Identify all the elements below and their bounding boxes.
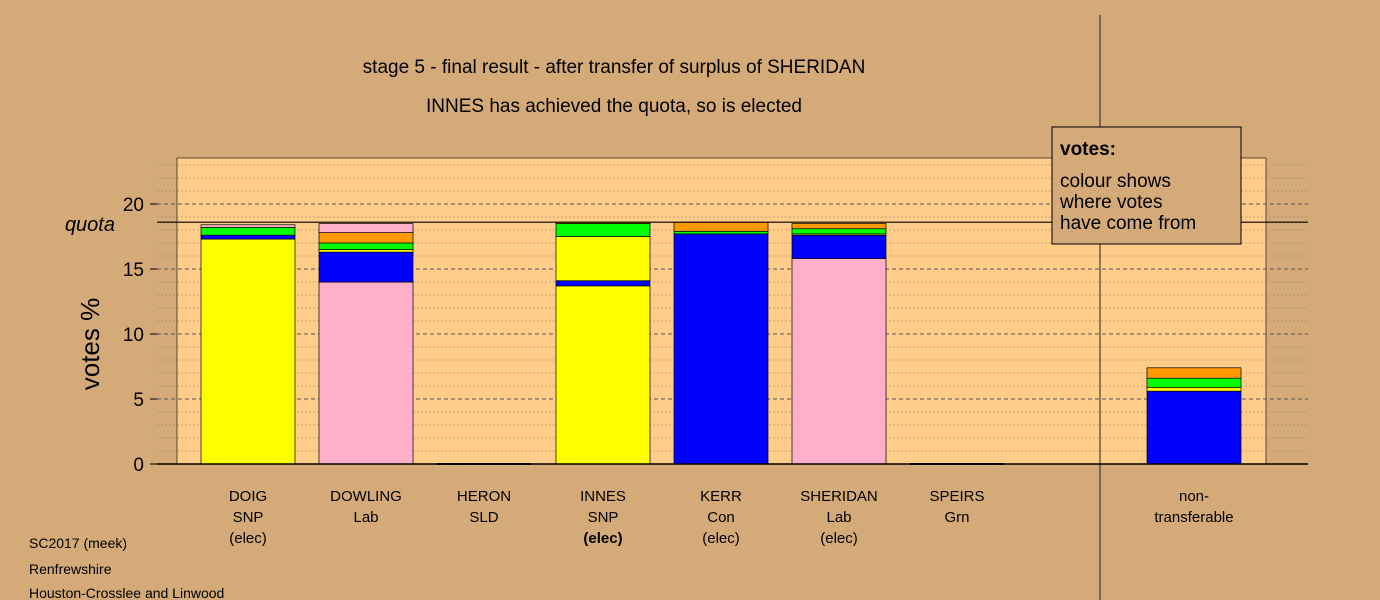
chart-title: stage 5 - final result - after transfer … xyxy=(363,57,866,78)
y-tick-label: 15 xyxy=(123,260,144,281)
y-tick-label: 20 xyxy=(123,195,144,216)
x-label-name: HERON xyxy=(457,488,511,505)
x-label-party: Con xyxy=(707,509,735,526)
x-label-status: (elec) xyxy=(702,530,740,547)
x-label-party: Lab xyxy=(353,509,378,526)
bar-segment-lab xyxy=(791,258,887,465)
y-axis: 0 5 10 15 20 xyxy=(123,195,157,476)
bar-segment-lab xyxy=(318,281,414,465)
bar-segment-grn xyxy=(555,223,651,237)
y-tick-label: 0 xyxy=(133,455,144,476)
footer-line-1: SC2017 (meek) xyxy=(29,535,127,551)
legend-line-2: where votes xyxy=(1059,192,1162,213)
bar-segment-con xyxy=(791,234,887,259)
x-label-name: SHERIDAN xyxy=(800,488,878,505)
bar-segment-sld xyxy=(1146,367,1242,379)
legend-box xyxy=(1051,126,1242,245)
bar-segment-con xyxy=(200,234,296,240)
legend-line-3: have come from xyxy=(1060,213,1196,234)
bar-segment-con xyxy=(673,233,769,465)
bar-segment-snp xyxy=(555,236,651,282)
legend-title: votes: xyxy=(1060,139,1116,160)
x-label-name: DOIG xyxy=(229,488,267,505)
y-tick-label: 5 xyxy=(133,390,144,411)
bar-segment-sld xyxy=(318,232,414,244)
bar-segment-snp xyxy=(318,249,414,253)
footer-line-3: Houston-Crosslee and Linwood xyxy=(29,585,224,600)
x-label-status: (elec) xyxy=(820,530,858,547)
y-tick-label: 10 xyxy=(123,325,144,346)
x-label-name: SPEIRS xyxy=(929,488,984,505)
x-label-party: Grn xyxy=(944,509,969,526)
x-label-name: DOWLING xyxy=(330,488,402,505)
x-label-party: SLD xyxy=(469,509,498,526)
x-label-name: non- xyxy=(1179,488,1209,505)
bar-segment-grn xyxy=(673,230,769,235)
bar-segment-grn xyxy=(1146,377,1242,388)
x-label-status: (elec) xyxy=(583,530,622,547)
bar-segment-con xyxy=(1146,390,1242,465)
y-axis-label: votes % xyxy=(75,298,105,391)
bar-segment-sld xyxy=(791,223,887,230)
x-label-name: KERR xyxy=(700,488,742,505)
bar-segment-grn xyxy=(200,227,296,236)
legend: votes: colour shows where votes have com… xyxy=(1051,126,1242,245)
quota-label: quota xyxy=(65,214,115,236)
legend-line-1: colour shows xyxy=(1060,171,1171,192)
x-label-party: SNP xyxy=(588,509,619,526)
x-label-name: INNES xyxy=(580,488,626,505)
bar-segment-snp xyxy=(1146,386,1242,392)
bar-segment-grn xyxy=(791,228,887,235)
bar-segment-lab xyxy=(318,223,414,233)
bar-segment-lab xyxy=(200,224,296,228)
bar-segment-snp xyxy=(555,285,651,465)
bar-segment-con xyxy=(555,280,651,287)
footer-line-2: Renfrewshire xyxy=(29,561,112,577)
bar-segment-sld xyxy=(673,221,769,232)
chart-subtitle: INNES has achieved the quota, so is elec… xyxy=(426,96,802,117)
bar-segment-grn xyxy=(318,242,414,250)
bar-segment-con xyxy=(318,251,414,283)
x-label-party: Lab xyxy=(826,509,851,526)
x-label-status: (elec) xyxy=(229,530,267,547)
x-label-party: transferable xyxy=(1154,509,1233,526)
bar-segment-snp xyxy=(200,238,296,465)
x-axis-labels: DOIG SNP (elec) DOWLING Lab HERON SLD INNES SNP (… xyxy=(229,488,1234,547)
x-label-party: SNP xyxy=(233,509,264,526)
